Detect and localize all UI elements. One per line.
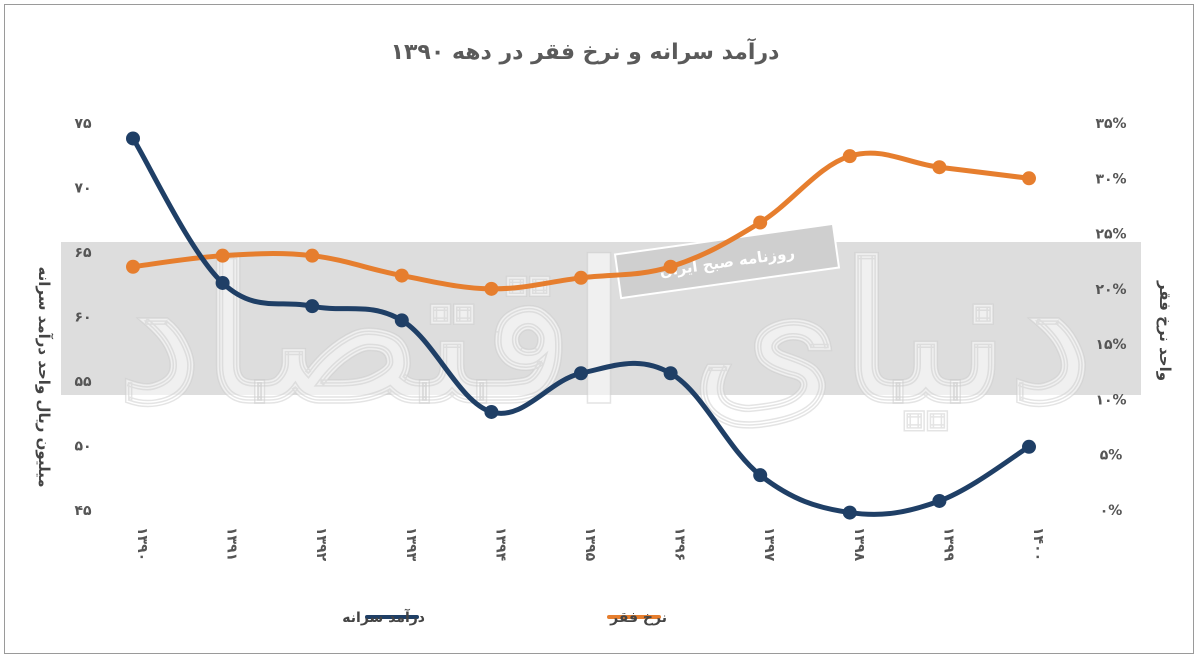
- y-right-tick-label: ۰%: [1100, 503, 1123, 519]
- y-right-tick-label: ۱۰%: [1095, 392, 1126, 408]
- y-right-tick-label: ۲۰%: [1095, 282, 1126, 298]
- x-tick-label: ۱۳۹۲: [313, 527, 329, 562]
- point-income: [932, 493, 947, 508]
- y-right-tick-label: ۱۵%: [1095, 337, 1126, 353]
- y-axis-right-label: واحد نرخ فقر: [1156, 280, 1174, 381]
- point-income: [394, 313, 409, 328]
- point-income: [215, 275, 230, 290]
- x-tick-label: ۱۳۹۸: [851, 527, 867, 562]
- y-right-tick-label: ۳۰%: [1095, 171, 1126, 187]
- x-tick-label: ۱۳۹۵: [582, 527, 598, 562]
- point-poverty: [932, 160, 947, 175]
- x-tick-label: ۱۳۹۶: [672, 527, 688, 561]
- point-poverty: [574, 270, 588, 285]
- point-income: [663, 366, 678, 381]
- legend-label-income: درآمد سرانه: [342, 608, 425, 626]
- y-left-tick-label: ۷۵: [74, 116, 92, 132]
- watermark-logo: دنیای اقتصاد: [117, 222, 1093, 445]
- series-line-income: [130, 135, 1032, 517]
- x-tick-label: ۱۳۹۱: [224, 527, 240, 561]
- point-income: [753, 468, 768, 483]
- point-poverty: [305, 248, 320, 263]
- x-tick-label: ۱۳۹۰: [134, 527, 150, 561]
- point-income: [1022, 439, 1036, 454]
- y-left-tick-label: ۴۵: [74, 503, 92, 519]
- y-right-tick-label: ۲۵%: [1095, 227, 1126, 243]
- x-tick-label: ۱۳۹۷: [761, 527, 777, 562]
- point-poverty: [753, 215, 768, 230]
- point-poverty: [842, 149, 857, 164]
- legend-label-poverty: نرخ فقر: [609, 610, 667, 626]
- point-poverty: [126, 259, 140, 274]
- legend: درآمد سرانه نرخ فقر: [342, 608, 667, 626]
- x-tick-label: ۱۳۹۴: [492, 527, 508, 562]
- point-poverty: [394, 268, 409, 283]
- y-left-tick-label: ۶۰: [74, 310, 91, 326]
- point-poverty: [484, 281, 499, 296]
- point-income: [126, 131, 140, 146]
- y-left-tick-label: ۵۰: [74, 439, 91, 455]
- x-tick-label: ۱۴۰۰: [1030, 527, 1046, 561]
- point-poverty: [1022, 171, 1036, 186]
- chart-title: درآمد سرانه و نرخ فقر در دهه ۱۳۹۰: [391, 37, 780, 65]
- y-left-tick-label: ۷۰: [74, 181, 91, 197]
- x-axis-ticks: ۱۳۹۰ ۱۳۹۱ ۱۳۹۲ ۱۳۹۳ ۱۳۹۴ ۱۳۹۵ ۱۳۹۶ ۱۳۹۷ ۱۳۹۸ ۱۳۹۹…: [134, 527, 1046, 562]
- x-tick-label: ۱۳۹۹: [940, 527, 956, 562]
- y-axis-left-ticks: ۷۵ ۷۰ ۶۵ ۶۰ ۵۵ ۵۰ ۴۵: [74, 116, 92, 519]
- point-income: [574, 366, 588, 381]
- x-tick-label: ۱۳۹۳: [403, 527, 419, 562]
- y-axis-right-ticks: ۳۵% ۳۰% ۲۵% ۲۰% ۱۵% ۱۰% ۵% ۰%: [1095, 116, 1126, 519]
- point-income: [842, 505, 857, 520]
- y-left-tick-label: ۶۵: [74, 245, 92, 261]
- y-axis-left-label: میلیون ریال واحد درآمد سرانه: [35, 267, 53, 488]
- y-right-tick-label: ۵%: [1100, 448, 1123, 464]
- chart-frame: دنیای اقتصاد روزنامه صبح ایران درآمد سرا…: [4, 4, 1194, 654]
- y-left-tick-label: ۵۵: [74, 374, 92, 390]
- y-right-tick-label: ۳۵%: [1095, 116, 1126, 132]
- point-income: [305, 299, 320, 314]
- series-layer: [126, 131, 1036, 520]
- point-income: [484, 404, 499, 419]
- point-poverty: [215, 248, 230, 263]
- chart-canvas: دنیای اقتصاد روزنامه صبح ایران درآمد سرا…: [35, 37, 1174, 626]
- point-poverty: [663, 259, 678, 274]
